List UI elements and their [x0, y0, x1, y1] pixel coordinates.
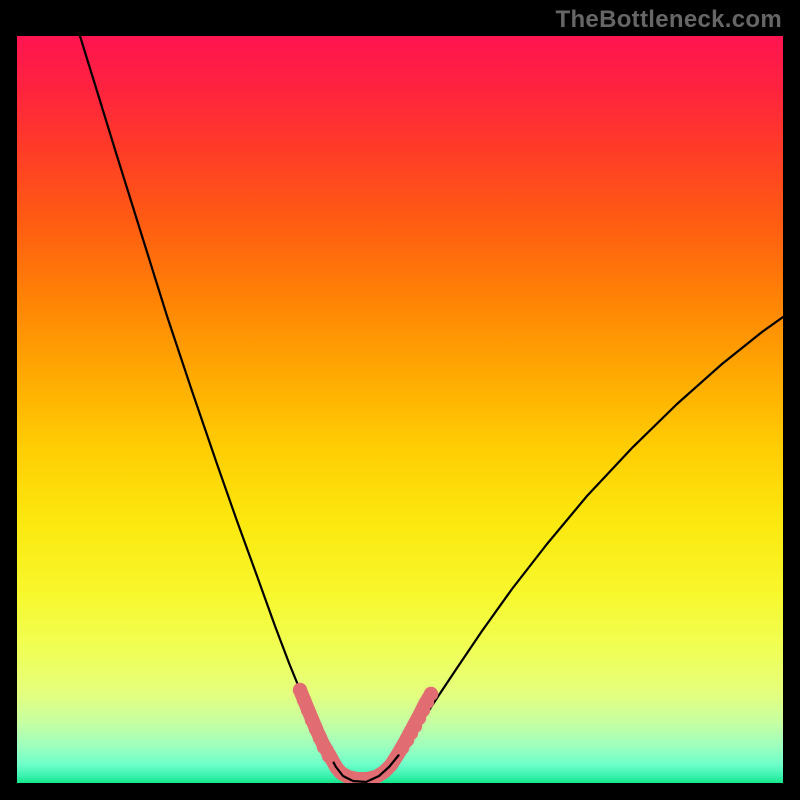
marker-dot	[395, 741, 409, 755]
gradient-background	[17, 36, 783, 783]
watermark-text: TheBottleneck.com	[556, 6, 782, 34]
plot-svg	[17, 36, 783, 783]
plot-area	[17, 36, 783, 783]
marker-dot	[322, 749, 336, 763]
chart-container: TheBottleneck.com	[0, 0, 800, 800]
